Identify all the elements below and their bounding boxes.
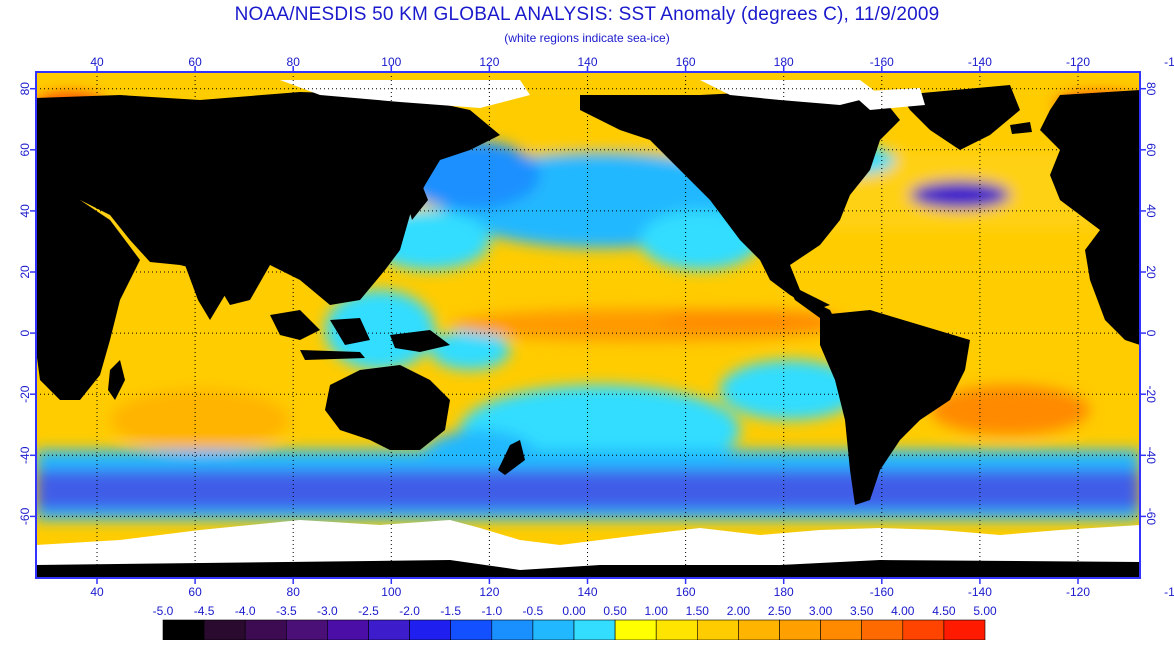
- legend-label: 1.00: [645, 604, 669, 618]
- lon-label-top: 60: [188, 55, 202, 69]
- lon-label-bottom: -100: [1164, 585, 1174, 599]
- legend-label: 1.50: [686, 604, 710, 618]
- legend-swatch: [573, 619, 616, 641]
- lon-label-bottom: 60: [188, 585, 202, 599]
- legend-label: 5.00: [973, 604, 997, 618]
- lat-label-left: -60: [18, 507, 32, 525]
- lat-label-right: 80: [1144, 82, 1158, 96]
- lon-label-bottom: 120: [479, 585, 499, 599]
- lon-label-top: 100: [381, 55, 401, 69]
- legend-swatch: [285, 619, 328, 641]
- lat-label-left: -40: [18, 446, 32, 464]
- lon-label-top: 140: [577, 55, 597, 69]
- legend-label: 0.00: [562, 604, 586, 618]
- lat-label-left: 80: [18, 82, 32, 96]
- lon-label-bottom: -160: [870, 585, 894, 599]
- legend-swatch: [696, 619, 739, 641]
- lon-label-bottom: 180: [774, 585, 794, 599]
- legend-swatch: [450, 619, 493, 641]
- lat-label-right: -60: [1144, 508, 1158, 526]
- legend-swatch: [820, 619, 862, 641]
- legend-swatch: [861, 619, 904, 641]
- lon-label-bottom: -120: [1066, 585, 1090, 599]
- legend-label: -2.0: [399, 604, 420, 618]
- lon-label-top: -160: [870, 55, 894, 69]
- lon-label-top: 160: [676, 55, 696, 69]
- legend-label: -0.5: [523, 604, 544, 618]
- lat-label-right: 40: [1144, 204, 1158, 218]
- legend-swatch: [491, 619, 534, 641]
- legend-label: 4.00: [891, 604, 915, 618]
- lon-label-top: -100: [1164, 55, 1174, 69]
- lat-label-left: 60: [18, 143, 32, 157]
- ocean-field: [36, 72, 1140, 578]
- lat-label-left: 40: [18, 204, 32, 218]
- legend-label: 2.50: [768, 604, 792, 618]
- legend-label: -4.0: [235, 604, 256, 618]
- lon-label-top: 40: [90, 55, 104, 69]
- legend-swatch: [738, 619, 780, 641]
- lat-label-right: 0: [1144, 330, 1158, 337]
- lon-label-top: -140: [968, 55, 992, 69]
- lat-label-right: 60: [1144, 143, 1158, 157]
- legend-swatch: [203, 619, 246, 641]
- legend-label: -2.5: [358, 604, 379, 618]
- lat-label-right: -40: [1144, 447, 1158, 465]
- lon-label-bottom: 140: [577, 585, 597, 599]
- lat-label-right: -20: [1144, 386, 1158, 404]
- legend-label: -5.0: [153, 604, 174, 618]
- legend-swatch: [162, 619, 205, 641]
- legend-label: 3.50: [850, 604, 874, 618]
- lon-label-top: 180: [774, 55, 794, 69]
- legend-swatch: [409, 619, 452, 641]
- lat-label-left: 20: [18, 265, 32, 279]
- legend-label: -1.0: [481, 604, 502, 618]
- lat-label-right: 20: [1144, 265, 1158, 279]
- legend-label: 4.50: [932, 604, 956, 618]
- lat-label-left: -20: [18, 385, 32, 403]
- legend-swatch: [655, 619, 698, 641]
- lon-label-bottom: -140: [968, 585, 992, 599]
- legend-swatch: [327, 619, 369, 641]
- map-subtitle: (white regions indicate sea-ice): [504, 31, 670, 45]
- legend-label: 3.00: [809, 604, 833, 618]
- lon-label-bottom: 100: [381, 585, 401, 599]
- legend-swatch: [368, 619, 410, 641]
- legend-label: -1.5: [440, 604, 461, 618]
- legend-swatch: [943, 619, 986, 641]
- legend-label: -4.5: [194, 604, 215, 618]
- legend-swatch: [614, 619, 657, 641]
- legend-label: 2.00: [727, 604, 751, 618]
- legend-swatch: [244, 619, 287, 641]
- legend-swatch: [532, 619, 575, 641]
- lon-label-bottom: 40: [90, 585, 104, 599]
- graticule: [36, 72, 1140, 578]
- lon-label-top: -120: [1066, 55, 1090, 69]
- map-title: NOAA/NESDIS 50 KM GLOBAL ANALYSIS: SST A…: [234, 4, 940, 25]
- axis-ticks: 40 40 60 60 80 80 100 100 120 120 140 140 160 160 180 1…: [18, 55, 1174, 599]
- legend-label: -3.5: [276, 604, 297, 618]
- legend-swatch: [779, 619, 821, 641]
- color-legend: -5.0 -4.5 -4.0 -3.5 -3.0 -2.5 -2.0 -1.5 -1.0 -0.5…: [153, 604, 997, 641]
- lon-label-top: 80: [287, 55, 301, 69]
- legend-swatch: [902, 619, 945, 641]
- lat-label-left: 0: [18, 329, 32, 336]
- lon-label-top: 120: [479, 55, 499, 69]
- land-masses: [36, 85, 1140, 505]
- legend-label: 0.50: [603, 604, 627, 618]
- lon-label-bottom: 80: [287, 585, 301, 599]
- lon-label-bottom: 160: [676, 585, 696, 599]
- legend-label: -3.0: [317, 604, 338, 618]
